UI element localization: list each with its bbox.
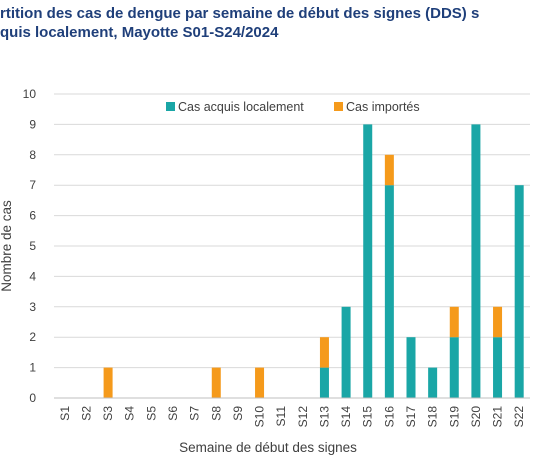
x-tick-label: S4	[123, 406, 137, 421]
y-tick-label: 10	[23, 87, 37, 101]
bar-local-s21	[493, 337, 503, 398]
y-tick-label: 9	[29, 117, 36, 131]
bar-imported-s19	[449, 306, 459, 338]
bar-imported-s3	[103, 367, 113, 398]
bar-local-s15	[363, 124, 373, 399]
x-tick-label: S2	[79, 406, 93, 421]
x-tick-label: S15	[361, 406, 375, 428]
x-tick-label: S12	[296, 406, 310, 428]
x-tick-label: S21	[491, 406, 505, 428]
y-tick-label: 6	[29, 209, 36, 223]
y-tick-label: 8	[29, 148, 36, 162]
y-tick-label: 4	[29, 269, 36, 283]
x-tick-label: S8	[209, 406, 223, 421]
y-tick-label: 0	[29, 391, 36, 405]
y-axis-label: Nombre de cas	[0, 200, 14, 292]
x-tick-label: S7	[188, 406, 202, 421]
bar-imported-s13	[319, 337, 329, 368]
bar-local-s18	[428, 367, 438, 398]
x-tick-label: S14	[339, 406, 353, 428]
x-tick-label: S18	[426, 406, 440, 428]
bar-local-s22	[514, 185, 524, 398]
x-tick-label: S5	[144, 406, 158, 421]
x-tick-label: S22	[512, 406, 526, 428]
chart-title-line: rtition des cas de dengue par semaine de…	[0, 5, 480, 22]
bar-local-s20	[471, 124, 481, 399]
bar-local-s16	[384, 185, 394, 398]
x-tick-label: S13	[317, 406, 331, 428]
y-tick-label: 5	[29, 239, 36, 253]
x-tick-label: S3	[101, 406, 115, 421]
x-tick-label: S16	[382, 406, 396, 428]
x-tick-label: S11	[274, 406, 288, 427]
x-tick-label: S20	[469, 406, 483, 428]
legend-label-imported: Cas importés	[346, 100, 420, 114]
chart-title: rtition des cas de dengue par semaine de…	[0, 4, 534, 42]
x-tick-label: S9	[231, 406, 245, 421]
chart-title-line: quis localement, Mayotte S01-S24/2024	[0, 24, 279, 41]
y-tick-label: 3	[29, 300, 36, 314]
x-axis-label: Semaine de début des signes	[179, 440, 357, 455]
x-tick-label: S6	[166, 406, 180, 421]
bar-imported-s10	[255, 367, 265, 398]
x-tick-label: S17	[404, 406, 418, 428]
bar-local-s14	[341, 306, 351, 398]
x-tick-label: S10	[253, 406, 267, 428]
y-tick-label: 1	[29, 361, 36, 375]
bar-imported-s8	[211, 367, 221, 398]
bar-imported-s21	[493, 306, 503, 338]
axes: 0 1 2 3 4 5 6 7 8 9 10 S1 S2 S3 S4 S5 S6 S7 S8 S9 S10 S11 S12 S…	[0, 87, 530, 455]
x-tick-label: S1	[58, 406, 72, 421]
bar-local-s19	[449, 337, 459, 398]
legend: Cas acquis localement Cas importés	[166, 100, 420, 114]
bar-imported-s16	[384, 154, 394, 186]
legend-swatch-imported	[334, 102, 343, 111]
y-tick-label: 2	[29, 330, 36, 344]
bars	[103, 124, 524, 399]
legend-label-local: Cas acquis localement	[178, 100, 304, 114]
x-tick-label: S19	[447, 406, 461, 428]
bar-local-s17	[406, 337, 416, 398]
legend-swatch-local	[166, 102, 175, 111]
bar-local-s13	[319, 367, 329, 398]
y-tick-label: 7	[29, 178, 36, 192]
